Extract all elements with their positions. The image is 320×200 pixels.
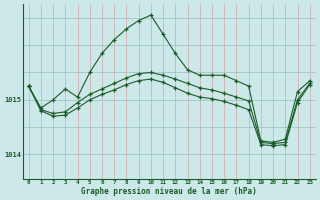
X-axis label: Graphe pression niveau de la mer (hPa): Graphe pression niveau de la mer (hPa) — [81, 187, 257, 196]
